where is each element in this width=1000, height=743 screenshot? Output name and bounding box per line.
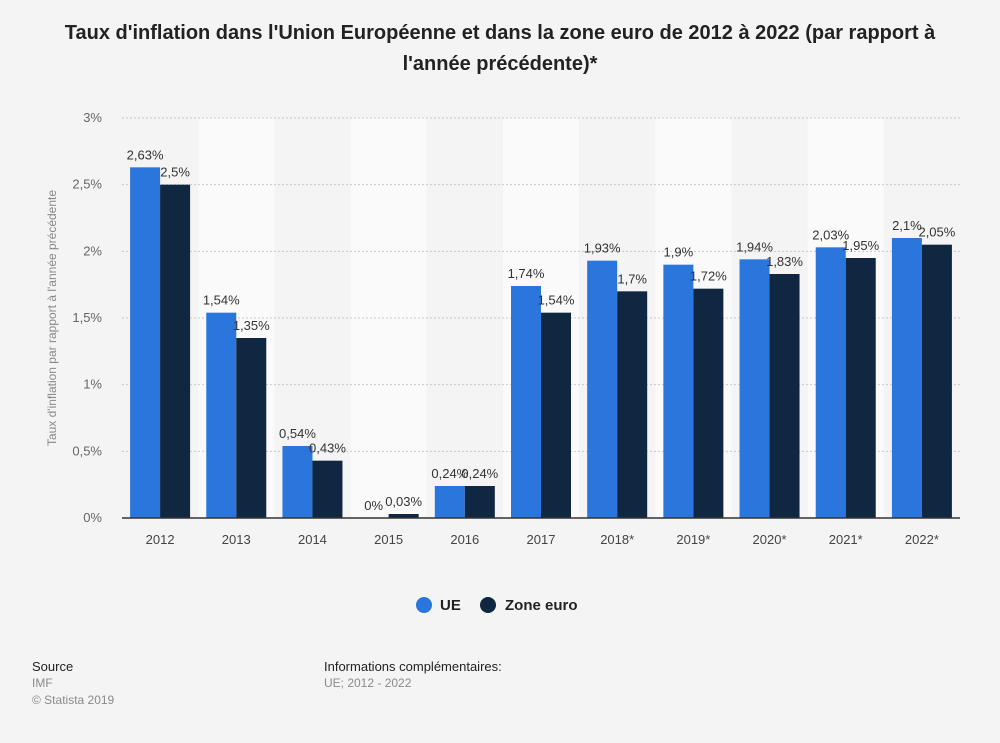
- info-block: Informations complémentaires: UE; 2012 -…: [324, 658, 502, 692]
- legend-marker-ue: [416, 597, 432, 613]
- data-label: 1,54%: [538, 293, 575, 308]
- source-heading: Source: [32, 659, 74, 674]
- data-label: 0%: [364, 498, 383, 513]
- y-axis-label: Taux d'inflation par rapport à l'année p…: [45, 190, 59, 446]
- x-tick-label: 2013: [222, 532, 251, 547]
- data-label: 1,7%: [617, 271, 647, 286]
- bar-zone-euro: [236, 338, 267, 518]
- bar-zone-euro: [541, 312, 571, 518]
- y-tick-label: 2,5%: [72, 177, 102, 192]
- bar-ue: [511, 286, 541, 518]
- info-text: UE; 2012 - 2022: [324, 676, 412, 690]
- x-tick-label: 2017: [527, 532, 556, 547]
- data-label: 2,1%: [892, 218, 922, 233]
- x-tick-label: 2022*: [905, 532, 939, 547]
- data-label: 0,03%: [385, 494, 422, 509]
- x-tick-label: 2014: [298, 532, 327, 547]
- data-label: 1,9%: [664, 245, 694, 260]
- info-heading: Informations complémentaires:: [324, 659, 502, 674]
- data-label: 1,83%: [766, 254, 803, 269]
- bar-ue: [282, 446, 313, 518]
- bar-zone-euro: [769, 274, 800, 518]
- data-label: 2,03%: [812, 227, 849, 242]
- data-label: 1,95%: [842, 238, 879, 253]
- data-label: 2,5%: [160, 165, 190, 180]
- x-tick-label: 2016: [450, 532, 479, 547]
- data-label: 0,54%: [279, 426, 316, 441]
- bar-zone-euro: [845, 258, 876, 518]
- y-tick-label: 1,5%: [72, 310, 102, 325]
- bar-ue: [587, 260, 618, 518]
- bar-zone-euro: [312, 460, 343, 518]
- legend-marker-zone-euro: [480, 597, 496, 613]
- data-label: 1,93%: [584, 241, 621, 256]
- bar-zone-euro: [388, 514, 419, 518]
- bar-ue: [206, 312, 237, 518]
- bar-ue: [891, 238, 922, 518]
- data-label: 1,72%: [690, 269, 727, 284]
- bar-zone-euro: [693, 288, 724, 518]
- bar-zone-euro: [464, 486, 495, 518]
- data-label: 1,94%: [736, 239, 773, 254]
- source-name[interactable]: IMF: [32, 676, 53, 690]
- x-tick-label: 2015: [374, 532, 403, 547]
- y-tick-label: 3%: [83, 110, 102, 125]
- chart-title: Taux d'inflation dans l'Union Européenne…: [64, 22, 936, 75]
- data-label: 1,35%: [233, 318, 270, 333]
- data-label: 0,43%: [309, 441, 346, 456]
- x-tick-label: 2021*: [829, 532, 863, 547]
- x-tick-label: 2018*: [600, 532, 634, 547]
- y-tick-label: 0%: [83, 510, 102, 525]
- x-tick-label: 2020*: [753, 532, 787, 547]
- data-label: 1,54%: [203, 293, 240, 308]
- y-tick-label: 0,5%: [72, 443, 102, 458]
- bar-ue: [434, 486, 465, 518]
- x-tick-label: 2019*: [676, 532, 710, 547]
- data-label: 2,05%: [918, 225, 955, 240]
- bar-zone-euro: [617, 291, 648, 518]
- bar-zone-euro: [160, 184, 191, 518]
- data-label: 0,24%: [461, 466, 498, 481]
- data-label: 2,63%: [127, 147, 164, 162]
- y-tick-label: 2%: [83, 243, 102, 258]
- bar-ue: [663, 264, 694, 518]
- copyright: © Statista 2019: [32, 693, 115, 707]
- y-tick-label: 1%: [83, 377, 102, 392]
- source-block: Source IMF © Statista 2019: [32, 658, 114, 709]
- bar-ue: [739, 259, 770, 518]
- legend-label-ue: UE: [440, 597, 461, 614]
- bar-ue: [130, 167, 161, 519]
- bar-ue: [815, 247, 846, 519]
- data-label: 1,74%: [508, 266, 545, 281]
- legend-label-zone-euro: Zone euro: [505, 597, 578, 614]
- data-label: 0,24%: [431, 466, 468, 481]
- bar-zone-euro: [921, 244, 952, 518]
- x-tick-label: 2012: [146, 532, 175, 547]
